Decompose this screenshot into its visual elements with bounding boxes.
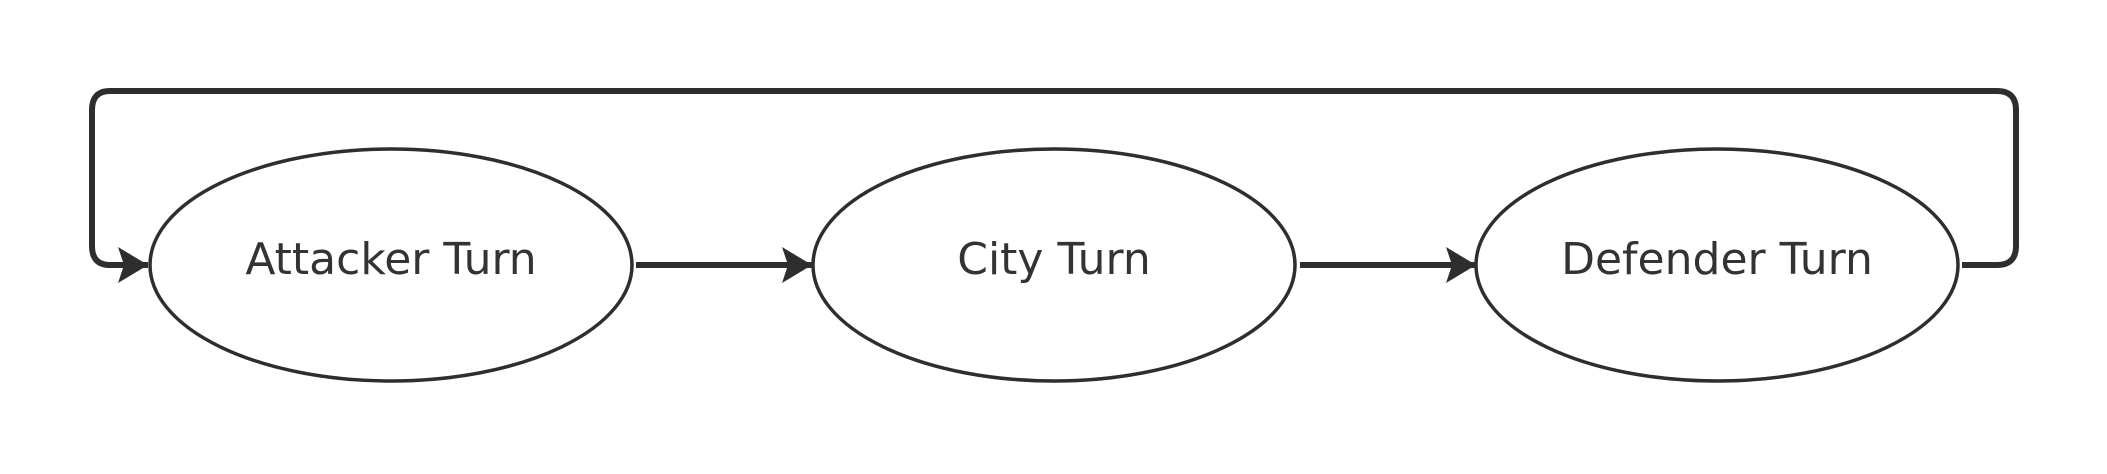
node-defender-ellipse (1474, 147, 1960, 383)
node-defender-label: Defender Turn (1561, 234, 1873, 285)
node-attacker-turn: Attacker Turn (148, 147, 634, 383)
edge-defender-to-attacker (89, 88, 2019, 283)
node-attacker-label: Attacker Turn (245, 234, 536, 285)
node-city-turn: City Turn (811, 147, 1297, 383)
node-attacker-ellipse (148, 147, 634, 383)
node-city-label: City Turn (957, 234, 1151, 285)
node-defender-turn: Defender Turn (1474, 147, 1960, 383)
node-city-ellipse (811, 147, 1297, 383)
